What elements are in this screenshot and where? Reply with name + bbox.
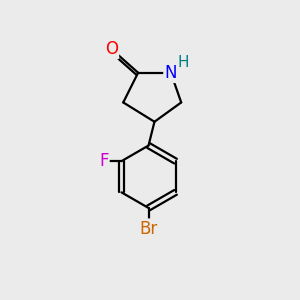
Text: F: F [99,152,108,170]
Text: N: N [165,64,177,82]
Text: H: H [178,55,189,70]
Text: O: O [105,40,118,58]
Text: Br: Br [140,220,158,238]
